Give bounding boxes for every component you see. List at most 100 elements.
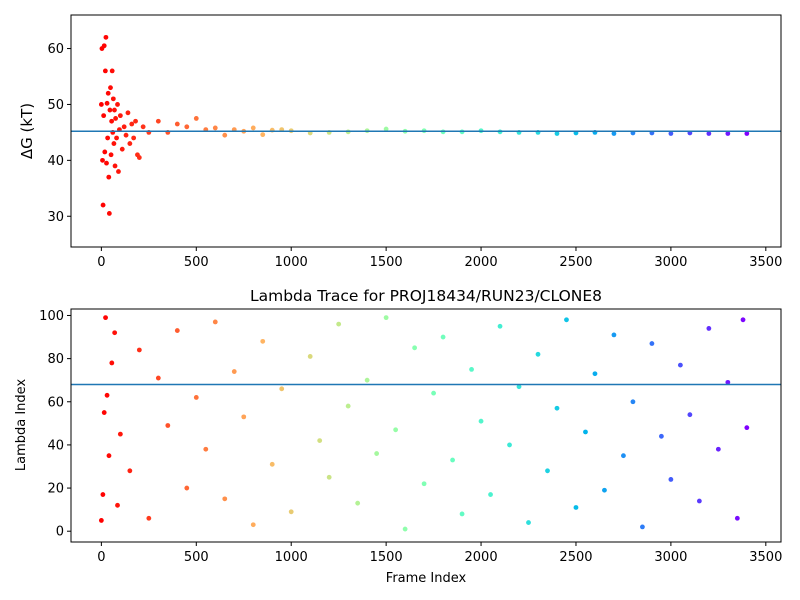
lambda-point — [715, 446, 721, 452]
delta-g-point — [108, 85, 113, 91]
delta-g-point — [109, 118, 115, 124]
delta-g-y-ticks: 30 40 50 60 — [47, 42, 71, 225]
delta-g-x-tick-label: 0 — [97, 255, 105, 270]
delta-g-x-tick-label: 2000 — [465, 255, 498, 270]
delta-g-point — [101, 43, 107, 49]
delta-g-point — [129, 121, 135, 127]
delta-g-point — [100, 202, 106, 208]
delta-g-point — [260, 132, 266, 138]
lambda-point — [592, 371, 598, 377]
delta-g-y-tick-label: 60 — [47, 42, 64, 57]
lambda-point — [222, 496, 228, 502]
delta-g-point — [554, 131, 560, 136]
delta-g-point — [105, 135, 111, 141]
lambda-x-tick-label: 0 — [97, 550, 105, 565]
lambda-point — [744, 425, 750, 431]
delta-g-point — [706, 131, 712, 136]
lambda-point — [545, 468, 550, 474]
delta-g-point — [193, 116, 199, 121]
delta-g-point — [125, 110, 131, 116]
delta-g-x-ticks: 0 500 1000 1500 2000 2500 3000 3500 — [97, 247, 782, 270]
lambda-point — [696, 498, 702, 504]
lambda-x-tick-label: 1000 — [275, 550, 308, 565]
lambda-point — [336, 321, 342, 327]
lambda-point — [659, 433, 664, 439]
lambda-point — [488, 492, 493, 497]
lambda-point — [260, 338, 266, 344]
lambda-point — [469, 367, 474, 372]
lambda-point — [516, 384, 522, 390]
delta-g-point — [136, 155, 142, 160]
delta-g-y-axis-label: ΔG (kT) — [18, 103, 36, 159]
lambda-point — [649, 341, 655, 346]
lambda-point — [345, 403, 351, 409]
lambda-subplot: Lambda Trace for PROJ18434/RUN23/CLONE8 … — [14, 287, 782, 586]
delta-g-point — [105, 90, 111, 96]
lambda-point — [497, 323, 503, 329]
delta-g-point — [101, 113, 107, 119]
lambda-point — [383, 315, 389, 321]
lambda-point — [165, 423, 171, 428]
delta-g-point — [112, 163, 118, 169]
lambda-point — [602, 487, 607, 493]
lambda-y-tick-label: 80 — [47, 352, 64, 367]
lambda-x-axis-label: Frame Index — [386, 571, 467, 586]
lambda-point — [184, 485, 190, 491]
delta-g-point — [725, 131, 731, 136]
delta-g-point — [140, 124, 146, 130]
lambda-point — [440, 334, 446, 340]
lambda-point — [431, 390, 436, 396]
delta-g-point — [111, 141, 117, 146]
lambda-point — [630, 399, 636, 405]
delta-g-x-tick-label: 3500 — [749, 255, 782, 270]
lambda-point — [193, 395, 199, 400]
delta-g-subplot: 0 500 1000 1500 2000 2500 3000 3500 30 40 50 60 ΔG… — [18, 14, 782, 270]
lambda-x-tick-label: 2000 — [465, 550, 498, 565]
delta-g-point — [212, 125, 218, 131]
lambda-point — [109, 360, 115, 366]
lambda-point — [103, 315, 108, 321]
lambda-point — [155, 375, 161, 381]
delta-g-axes-frame — [70, 14, 782, 248]
lambda-point — [640, 524, 645, 530]
lambda-point — [269, 461, 275, 467]
lambda-point — [677, 362, 683, 368]
delta-g-point — [250, 125, 256, 131]
delta-g-x-tick-label: 3000 — [654, 255, 687, 270]
lambda-point — [621, 453, 626, 459]
lambda-points — [98, 315, 750, 532]
lambda-point — [740, 317, 746, 323]
lambda-point — [583, 429, 588, 435]
lambda-point — [279, 386, 285, 392]
lambda-point — [101, 410, 107, 415]
delta-g-point — [109, 68, 115, 74]
lambda-y-tick-label: 40 — [47, 438, 64, 453]
lambda-point — [412, 345, 418, 351]
lambda-point — [611, 332, 617, 338]
delta-g-point — [127, 141, 133, 146]
lambda-y-tick-label: 20 — [47, 482, 64, 497]
lambda-point — [203, 446, 209, 452]
delta-g-y-tick-label: 50 — [47, 98, 64, 113]
delta-g-point — [133, 118, 138, 124]
delta-g-point — [106, 174, 112, 180]
lambda-point — [250, 522, 256, 528]
delta-g-y-tick-label: 40 — [47, 154, 64, 169]
lambda-point — [212, 319, 218, 325]
delta-g-point — [155, 118, 161, 124]
lambda-point — [450, 457, 455, 463]
lambda-point — [459, 511, 465, 517]
lambda-x-tick-label: 3500 — [749, 550, 782, 565]
lambda-point — [174, 328, 180, 333]
lambda-x-tick-label: 2500 — [559, 550, 592, 565]
delta-g-point — [117, 113, 123, 119]
lambda-y-tick-label: 0 — [56, 525, 64, 540]
delta-g-point — [113, 116, 119, 121]
delta-g-point — [668, 131, 674, 136]
lambda-x-tick-label: 1500 — [370, 550, 403, 565]
lambda-point — [355, 500, 361, 506]
lambda-y-tick-label: 60 — [47, 395, 64, 410]
delta-g-point — [102, 68, 108, 74]
delta-g-point — [106, 211, 112, 216]
